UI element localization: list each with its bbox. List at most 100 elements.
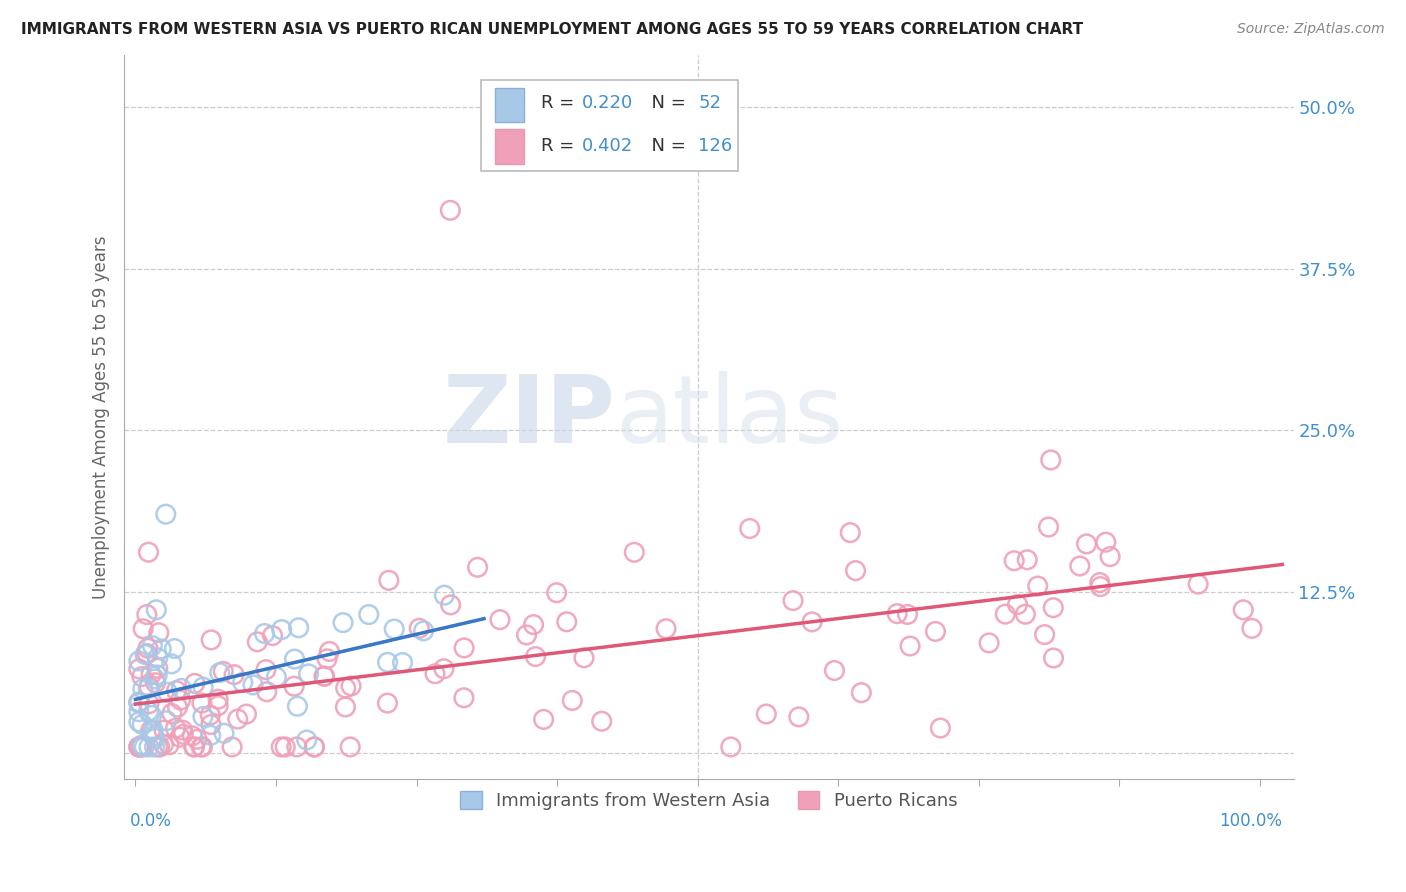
Point (1017, 553, 1039, 567)
Point (143, 731, 166, 746)
Text: 0.220: 0.220 (582, 94, 633, 112)
Point (131, 738, 153, 752)
Text: Source: ZipAtlas.com: Source: ZipAtlas.com (1237, 22, 1385, 37)
Point (1002, 554, 1025, 568)
Point (138, 680, 160, 694)
Point (302, 739, 325, 754)
Point (222, 667, 245, 681)
Point (1069, 559, 1091, 574)
Point (312, 669, 335, 683)
Point (170, 681, 193, 696)
Point (439, 203, 461, 218)
Text: atlas: atlas (616, 371, 844, 463)
Point (787, 710, 810, 724)
Point (287, 699, 309, 714)
Point (253, 626, 276, 640)
Text: 0.0%: 0.0% (129, 812, 172, 830)
Point (489, 613, 512, 627)
FancyBboxPatch shape (481, 80, 738, 171)
Text: IMMIGRANTS FROM WESTERN ASIA VS PUERTO RICAN UNEMPLOYMENT AMONG AGES 55 TO 59 YE: IMMIGRANTS FROM WESTERN ASIA VS PUERTO R… (21, 22, 1083, 37)
Point (433, 662, 456, 676)
Point (172, 727, 194, 741)
Point (572, 650, 595, 665)
Point (318, 644, 340, 658)
Point (157, 738, 180, 752)
Point (377, 696, 399, 710)
Point (304, 739, 326, 754)
Point (143, 739, 166, 754)
Point (128, 654, 150, 668)
Point (1095, 535, 1118, 549)
Point (1007, 598, 1029, 612)
Point (146, 651, 169, 665)
Text: 0.402: 0.402 (582, 137, 633, 155)
Point (516, 628, 538, 642)
Point (169, 730, 191, 744)
Point (191, 680, 214, 694)
Point (184, 676, 207, 690)
Point (186, 732, 208, 747)
Point (1090, 580, 1112, 594)
Point (150, 641, 173, 656)
Point (131, 669, 153, 683)
Point (142, 723, 165, 737)
Point (266, 670, 288, 684)
Point (898, 639, 921, 653)
Point (408, 621, 430, 635)
Point (232, 675, 254, 690)
Point (522, 617, 544, 632)
Text: N =: N = (640, 137, 692, 155)
Point (839, 525, 862, 540)
Point (191, 709, 214, 723)
Point (128, 696, 150, 710)
Point (1026, 579, 1049, 593)
Point (1038, 520, 1060, 534)
Point (782, 593, 804, 607)
Point (156, 685, 179, 699)
Point (200, 717, 222, 731)
Point (377, 656, 399, 670)
Point (212, 665, 235, 679)
Point (1088, 575, 1111, 590)
Point (132, 622, 155, 636)
Point (128, 695, 150, 709)
Point (165, 721, 187, 735)
Point (181, 729, 204, 743)
Point (339, 739, 361, 754)
Point (136, 647, 159, 661)
FancyBboxPatch shape (495, 129, 524, 164)
Point (141, 708, 163, 723)
Text: 52: 52 (699, 94, 721, 112)
Point (131, 739, 153, 754)
Text: 100.0%: 100.0% (1219, 812, 1282, 830)
Point (1033, 627, 1056, 641)
Point (128, 714, 150, 729)
Point (212, 726, 235, 740)
Point (146, 668, 169, 682)
Point (287, 621, 309, 635)
Point (131, 717, 153, 731)
Point (440, 598, 463, 612)
Point (142, 729, 165, 743)
Point (143, 672, 166, 686)
Point (138, 545, 160, 559)
Point (340, 679, 363, 693)
Point (226, 712, 249, 726)
Point (924, 624, 946, 639)
Point (207, 698, 229, 713)
Point (546, 585, 568, 599)
Point (242, 678, 264, 692)
Point (235, 707, 257, 722)
Text: R =: R = (540, 94, 579, 112)
Point (128, 739, 150, 754)
Point (183, 739, 205, 754)
Text: N =: N = (640, 94, 692, 112)
Point (823, 664, 845, 678)
Point (1076, 537, 1098, 551)
Legend: Immigrants from Western Asia, Puerto Ricans: Immigrants from Western Asia, Puerto Ric… (453, 783, 965, 817)
Point (183, 739, 205, 754)
Point (655, 622, 678, 636)
Point (160, 706, 183, 721)
Point (270, 739, 292, 754)
Point (1042, 600, 1064, 615)
